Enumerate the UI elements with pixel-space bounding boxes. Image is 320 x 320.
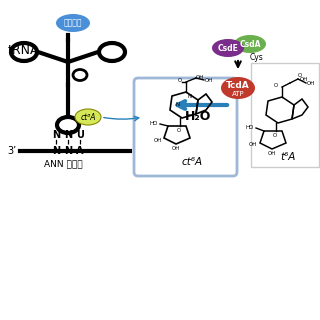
Text: HO: HO [246, 124, 254, 130]
Ellipse shape [73, 69, 87, 81]
Text: 3’: 3’ [8, 146, 17, 156]
Text: OH: OH [268, 150, 276, 156]
Ellipse shape [75, 109, 101, 125]
Text: ct⁶A: ct⁶A [181, 157, 203, 167]
Text: CsdA: CsdA [239, 39, 261, 49]
Text: O: O [274, 83, 278, 87]
Ellipse shape [221, 77, 255, 99]
Text: OH: OH [154, 138, 162, 142]
Text: mRNA: mRNA [148, 146, 183, 156]
Text: 5’: 5’ [132, 146, 141, 156]
Text: N: N [176, 101, 180, 107]
Ellipse shape [212, 39, 244, 57]
Text: HO: HO [150, 121, 158, 125]
Text: O: O [273, 132, 277, 138]
Text: N: N [52, 130, 60, 140]
Text: N: N [52, 146, 60, 156]
FancyBboxPatch shape [134, 78, 237, 176]
Text: ct⁶A: ct⁶A [80, 113, 96, 122]
FancyArrowPatch shape [104, 116, 139, 121]
Ellipse shape [56, 14, 90, 32]
Text: アミノ酸: アミノ酸 [64, 19, 82, 28]
FancyBboxPatch shape [251, 63, 319, 167]
Text: OH: OH [300, 76, 308, 82]
Text: OH: OH [172, 146, 180, 150]
Text: OH: OH [205, 77, 213, 83]
Ellipse shape [11, 43, 37, 61]
Text: O: O [177, 127, 181, 132]
Text: N: N [64, 146, 72, 156]
Text: CsdE: CsdE [218, 44, 238, 52]
Text: N: N [188, 93, 192, 99]
Ellipse shape [57, 117, 79, 133]
Text: tRNA: tRNA [8, 44, 39, 57]
Text: Cys: Cys [249, 52, 263, 61]
Ellipse shape [99, 43, 125, 61]
Text: A: A [76, 146, 84, 156]
Text: O: O [298, 73, 302, 77]
Text: OH: OH [196, 75, 204, 79]
Text: ATP: ATP [232, 91, 244, 97]
Text: t⁶A: t⁶A [280, 152, 296, 162]
Text: O: O [178, 77, 182, 83]
Text: OH: OH [249, 141, 257, 147]
Text: ANN コドン: ANN コドン [44, 159, 82, 169]
Text: TcdA: TcdA [226, 81, 250, 90]
Text: N: N [64, 130, 72, 140]
Text: U: U [76, 130, 84, 140]
Text: H₂O: H₂O [185, 109, 211, 123]
Text: OH: OH [307, 81, 316, 85]
FancyArrowPatch shape [177, 101, 227, 109]
Ellipse shape [234, 35, 266, 53]
